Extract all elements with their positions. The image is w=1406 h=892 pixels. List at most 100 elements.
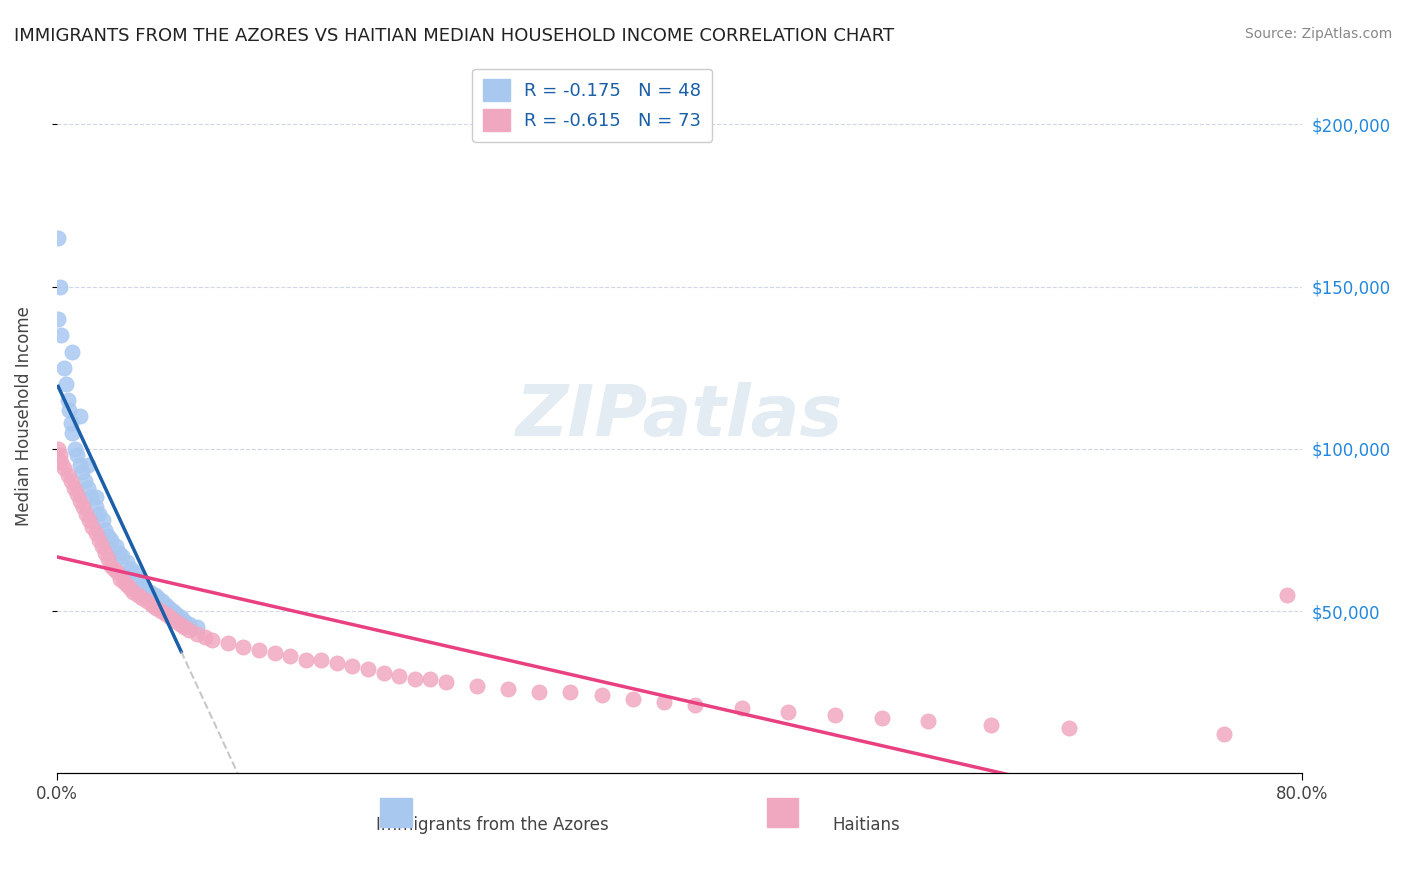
Point xyxy=(69,493,91,508)
Point xyxy=(870,711,893,725)
Point xyxy=(97,552,120,566)
Bar xyxy=(766,798,797,827)
Point xyxy=(217,636,239,650)
Point xyxy=(48,448,70,462)
Point xyxy=(1275,588,1298,602)
Point xyxy=(100,533,122,547)
Point xyxy=(80,491,103,505)
Point xyxy=(177,624,200,638)
Point xyxy=(69,409,91,424)
Point xyxy=(824,707,846,722)
Point xyxy=(103,562,125,576)
Point xyxy=(56,393,79,408)
Point xyxy=(90,539,112,553)
Point xyxy=(112,574,135,589)
Point xyxy=(311,653,333,667)
Point xyxy=(94,523,117,537)
Point xyxy=(173,620,195,634)
Point xyxy=(69,458,91,472)
Text: IMMIGRANTS FROM THE AZORES VS HAITIAN MEDIAN HOUSEHOLD INCOME CORRELATION CHART: IMMIGRANTS FROM THE AZORES VS HAITIAN ME… xyxy=(14,27,894,45)
Point xyxy=(169,617,191,632)
Text: Immigrants from the Azores: Immigrants from the Azores xyxy=(377,816,609,834)
Point xyxy=(59,416,82,430)
Point xyxy=(232,640,254,654)
Text: Haitians: Haitians xyxy=(832,816,900,834)
Point xyxy=(53,360,76,375)
Point xyxy=(131,578,153,592)
Point xyxy=(84,500,107,515)
Point xyxy=(51,328,73,343)
Point xyxy=(97,529,120,543)
Point xyxy=(111,549,134,563)
Point xyxy=(159,610,181,624)
Point xyxy=(917,714,939,729)
Point xyxy=(124,565,146,579)
Point xyxy=(434,675,457,690)
Point xyxy=(146,591,169,605)
Point xyxy=(496,681,519,696)
Point xyxy=(46,231,69,245)
Point xyxy=(105,565,128,579)
Point xyxy=(87,533,110,547)
Point xyxy=(166,607,188,622)
Point xyxy=(155,607,177,622)
Point xyxy=(193,630,215,644)
Point xyxy=(778,705,800,719)
Text: ZIPatlas: ZIPatlas xyxy=(516,382,844,450)
Point xyxy=(104,539,127,553)
Point xyxy=(110,572,132,586)
Point xyxy=(326,656,349,670)
Point xyxy=(87,507,110,521)
Point xyxy=(55,376,77,391)
Point xyxy=(53,461,76,475)
Point xyxy=(135,594,157,608)
Point xyxy=(170,610,193,624)
Point xyxy=(357,662,380,676)
Point xyxy=(84,526,107,541)
Point xyxy=(59,475,82,489)
Point xyxy=(162,604,184,618)
Point xyxy=(980,717,1002,731)
Point xyxy=(60,425,83,440)
Point xyxy=(46,312,69,326)
Point xyxy=(108,546,131,560)
Point xyxy=(139,584,162,599)
Point xyxy=(177,617,200,632)
Point xyxy=(157,600,180,615)
Point xyxy=(82,519,104,533)
Point xyxy=(46,442,69,456)
Point xyxy=(373,665,395,680)
Point xyxy=(404,672,426,686)
Point xyxy=(66,487,89,501)
Point xyxy=(91,513,114,527)
Point xyxy=(342,659,364,673)
Point xyxy=(131,591,153,605)
Point xyxy=(94,546,117,560)
Point xyxy=(143,588,166,602)
Point xyxy=(134,582,156,596)
Point xyxy=(73,475,96,489)
Point xyxy=(145,600,167,615)
Point xyxy=(278,649,301,664)
Point xyxy=(118,582,141,596)
Point xyxy=(560,685,582,699)
Point xyxy=(186,626,208,640)
Point xyxy=(115,555,138,569)
Point xyxy=(388,669,411,683)
Point xyxy=(60,344,83,359)
Point xyxy=(66,448,89,462)
Point xyxy=(48,279,70,293)
Point xyxy=(186,620,208,634)
Point xyxy=(127,572,149,586)
Point xyxy=(75,507,97,521)
Point xyxy=(79,513,101,527)
Bar xyxy=(381,798,412,827)
Point xyxy=(70,465,93,479)
Point xyxy=(62,481,84,495)
Point xyxy=(152,594,174,608)
Legend: R = -0.175   N = 48, R = -0.615   N = 73: R = -0.175 N = 48, R = -0.615 N = 73 xyxy=(472,69,713,142)
Point xyxy=(58,403,80,417)
Point xyxy=(141,598,163,612)
Point xyxy=(201,633,224,648)
Point xyxy=(1057,721,1080,735)
